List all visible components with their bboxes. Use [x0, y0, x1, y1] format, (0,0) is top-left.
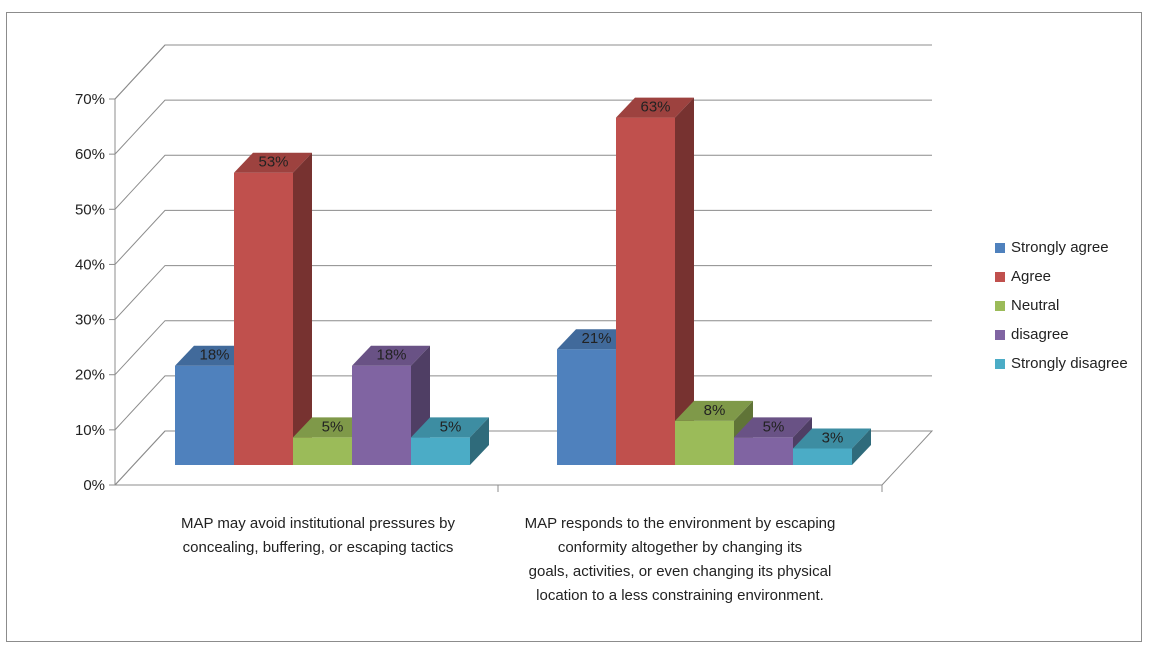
category-label-1-line-0: MAP responds to the environment by escap…	[524, 515, 836, 532]
category-label-1: MAP responds to the environment by escap…	[480, 512, 880, 608]
data-label-0-1: 21%	[581, 330, 611, 347]
y-tick-label-2: 20%	[75, 367, 105, 384]
y-tick-label-3: 30%	[75, 312, 105, 329]
bar-front	[675, 420, 734, 465]
bars	[175, 97, 871, 465]
bar-front	[352, 365, 411, 465]
category-label-0-line-1: concealing, buffering, or escaping tacti…	[182, 539, 454, 556]
legend-item-agree: Agree	[995, 262, 1128, 291]
bar-side	[470, 417, 489, 465]
bar-top	[675, 400, 753, 421]
y-tick-label-6: 60%	[75, 146, 105, 163]
back-wall-top	[114, 44, 932, 100]
legend-swatch	[995, 242, 1005, 253]
legend-label: Strongly disagree	[1011, 355, 1128, 372]
bar-front	[557, 349, 616, 465]
bar-front	[734, 437, 793, 465]
legend-item-neutral: Neutral	[995, 291, 1128, 320]
y-tick-label-7: 70%	[75, 91, 105, 108]
bar-side	[675, 97, 694, 465]
bar-front	[293, 437, 352, 465]
bar-front	[793, 448, 852, 465]
legend-label: Neutral	[1011, 297, 1060, 314]
category-label-1-line-3: location to a less constraining environm…	[536, 587, 824, 604]
category-label-0-line-0: MAP may avoid institutional pressures by	[180, 515, 455, 532]
legend-swatch	[995, 300, 1005, 311]
data-label-4-0: 5%	[440, 418, 462, 435]
bar-top	[352, 345, 430, 366]
category-label-1-line-1: conformity altogether by changing its	[557, 539, 803, 556]
legend: Strongly agree Agree Neutral disagree St…	[995, 233, 1128, 378]
legend-item-strongly-disagree: Strongly disagree	[995, 349, 1128, 378]
legend-swatch	[995, 358, 1005, 369]
data-label-4-1: 3%	[822, 429, 844, 446]
gridline-7	[114, 44, 932, 100]
y-tick-label-0: 0%	[83, 477, 105, 494]
bar-top	[557, 329, 635, 350]
axes	[109, 98, 883, 492]
bar-top	[234, 152, 312, 173]
bar-strongly-agree-1	[557, 329, 635, 465]
bar-top	[616, 97, 694, 118]
y-tick-label-4: 40%	[75, 256, 105, 273]
data-label-2-0: 5%	[322, 418, 344, 435]
bar-top	[793, 428, 871, 449]
bar-top	[175, 345, 253, 366]
gridline-6	[114, 99, 932, 155]
bar-side	[293, 152, 312, 465]
y-tick-label-5: 50%	[75, 201, 105, 218]
category-label-1-line-2: goals, activities, or even changing its …	[528, 563, 832, 580]
legend-label: Agree	[1011, 268, 1052, 285]
legend-label: Strongly agree	[1011, 239, 1109, 256]
legend-swatch	[995, 271, 1005, 282]
data-label-0-0: 18%	[199, 347, 229, 364]
bar-top	[734, 417, 812, 438]
data-label-1-0: 53%	[258, 154, 288, 171]
bar-strongly-disagree-0	[411, 417, 489, 465]
bar-front	[234, 172, 293, 465]
legend-label: disagree	[1011, 326, 1069, 343]
category-label-0: MAP may avoid institutional pressures by…	[118, 512, 518, 560]
data-label-3-1: 5%	[763, 418, 785, 435]
bar-top	[411, 417, 489, 438]
bar-side	[852, 428, 871, 465]
data-label-3-0: 18%	[376, 347, 406, 364]
bar-strongly-disagree-1	[793, 428, 871, 465]
bar-agree-0	[234, 152, 312, 465]
data-label-1-1: 63%	[640, 99, 670, 116]
bar-front	[175, 365, 234, 465]
data-label-2-1: 8%	[704, 402, 726, 419]
bar-front	[411, 437, 470, 465]
chart-frame	[6, 12, 1142, 642]
bar-front	[616, 117, 675, 465]
y-tick-labels: 0% 10% 20% 30% 40% 50% 60% 70%	[75, 91, 105, 494]
bar-agree-1	[616, 97, 694, 465]
bar-top	[293, 417, 371, 438]
legend-swatch	[995, 329, 1005, 340]
y-tick-label-1: 10%	[75, 422, 105, 439]
legend-item-strongly-agree: Strongly agree	[995, 233, 1128, 262]
legend-item-disagree: disagree	[995, 320, 1128, 349]
data-labels: 18% 53% 5% 18% 5% 21% 63% 8% 5% 3%	[199, 99, 843, 447]
